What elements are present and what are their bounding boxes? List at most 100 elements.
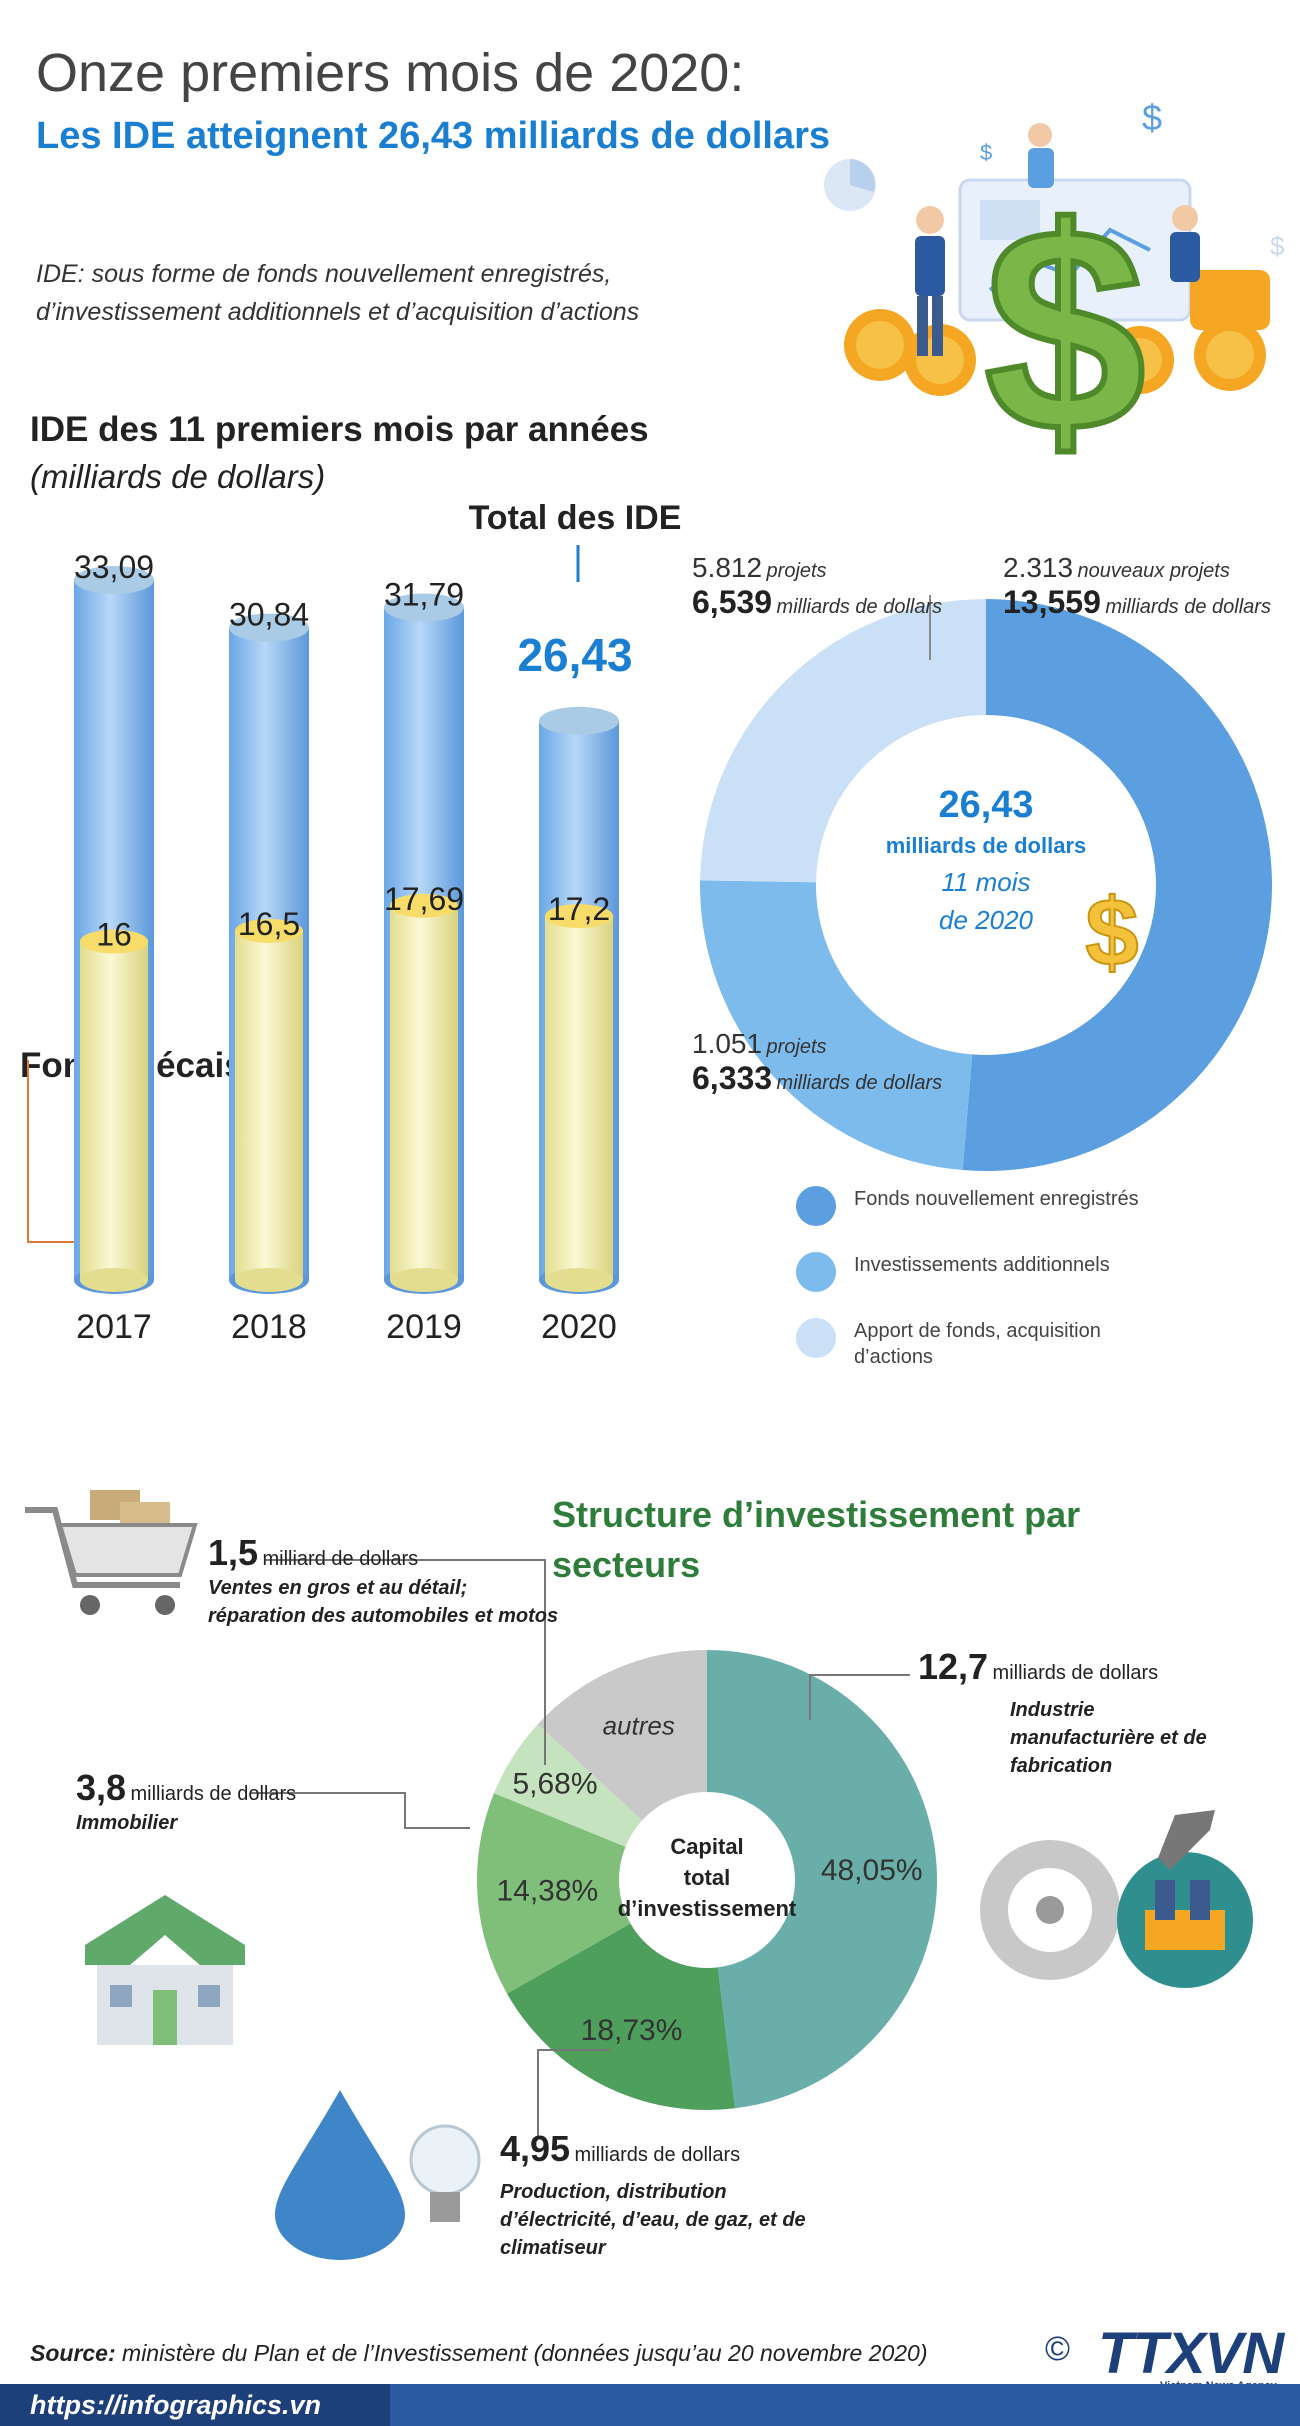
acquisition-amount: 6,539 xyxy=(692,584,773,620)
manufacturing-desc: Industrie manufacturière et de fabricati… xyxy=(1010,1699,1207,1777)
source-text: ministère du Plan et de l’Investissement… xyxy=(115,2340,928,2366)
donut-label-acquisition: 5.812 projets 6,539 milliards de dollars xyxy=(692,552,942,621)
total-bar-top xyxy=(74,566,154,594)
realestate-slice xyxy=(477,1793,631,1994)
manufacturing-unit: milliards de dollars xyxy=(992,1662,1159,1684)
additional-amount-unit: milliards de dollars xyxy=(776,1072,943,1094)
realestate-desc: Immobilier xyxy=(76,1812,178,1834)
new-funds-slice xyxy=(962,599,1273,1171)
investment-illustration: $ $ $ $ xyxy=(824,100,1285,495)
sector-center-label-2: total xyxy=(684,1865,730,1890)
svg-text:$: $ xyxy=(1142,100,1162,138)
sector-percent-label: 5,68% xyxy=(512,1768,597,1801)
donut-label-additional: 1.051 projets 6,333 milliards de dollars xyxy=(692,1028,942,1097)
sector-percent-label: 18,73% xyxy=(581,2014,683,2047)
disbursed-bar-top xyxy=(545,904,613,929)
sector-leader-lines xyxy=(250,1559,910,2138)
sector-annotation-manufacturing: 12,7 milliards de dollars Industrie manu… xyxy=(918,1646,1218,1780)
year-tick-label: 2018 xyxy=(231,1308,307,1346)
total-value-label: 31,79 xyxy=(384,577,464,613)
bar-chart-title: IDE des 11 premiers mois par années xyxy=(30,410,649,449)
acquisition-projects-unit: projets xyxy=(766,560,827,582)
total-bar-top xyxy=(229,613,309,642)
gear-factory-icon xyxy=(980,1810,1253,1988)
additional-investment-slice xyxy=(700,880,973,1171)
year-tick-label: 2019 xyxy=(386,1308,462,1346)
disbursed-bar xyxy=(235,930,303,1280)
donut-center-period-1: 11 mois xyxy=(941,867,1030,897)
disbursed-bar-base xyxy=(80,1268,148,1292)
sector-annotation-utilities: 4,95 milliards de dollars Production, di… xyxy=(500,2128,820,2262)
sector-center-label-3: d’investissement xyxy=(618,1896,797,1921)
utilities-slice xyxy=(507,1923,736,2110)
footer-bar xyxy=(0,2384,1300,2426)
sector-donut: 48,05% 18,73% 14,38% 5,68%autres Capital to… xyxy=(477,1650,937,2110)
donut-center-unit: milliards de dollars xyxy=(886,833,1087,858)
ttxvn-logo: TTXVN xyxy=(1098,2321,1284,2386)
disbursed-bar-top xyxy=(235,918,303,943)
disbursed-bar xyxy=(80,941,148,1280)
legend-swatch xyxy=(796,1252,836,1292)
sector-percent-label: 48,05% xyxy=(821,1854,923,1887)
disbursed-value-label: 16,5 xyxy=(238,906,300,942)
acquisition-projects-count: 5.812 xyxy=(692,552,763,583)
legend-item-acquisition: Apport de fonds, acquisition d’actions xyxy=(796,1318,1196,1370)
acquisition-slice xyxy=(700,599,986,883)
manufacturing-value: 12,7 xyxy=(918,1646,989,1687)
realestate-value: 3,8 xyxy=(76,1767,127,1808)
total-bar-top xyxy=(539,706,619,735)
utilities-desc: Production, distribution d’électricité, … xyxy=(500,2181,806,2259)
sector-chart-title: Structure d’investissement par secteurs xyxy=(552,1494,1081,1585)
dollar-sign-icon: $ xyxy=(984,168,1145,492)
definition-note: IDE: sous forme de fonds nouvellement en… xyxy=(36,260,640,326)
total-ide-value: 26,43 xyxy=(517,629,633,681)
utilities-unit: milliards de dollars xyxy=(574,2144,741,2166)
new-amount-unit: milliards de dollars xyxy=(1105,596,1271,618)
disbursed-value-label: 17,2 xyxy=(548,891,610,927)
legend-label: Fonds nouvellement enregistrés xyxy=(854,1188,1139,1210)
footer-url-link[interactable]: https://infographics.vn xyxy=(30,2390,322,2420)
other-slice xyxy=(537,1650,707,1821)
new-projects-unit: nouveaux projets xyxy=(1077,560,1230,582)
source-label: Source: xyxy=(30,2340,116,2366)
total-value-label: 30,84 xyxy=(229,597,309,633)
legend-label: Apport de fonds, acquisition d’actions xyxy=(854,1320,1101,1368)
legend-swatch xyxy=(796,1186,836,1226)
disbursed-bar-base xyxy=(235,1268,303,1292)
additional-amount: 6,333 xyxy=(692,1060,773,1096)
sector-percent-label: 14,38% xyxy=(496,1874,598,1907)
disbursed-bar-top xyxy=(80,929,148,954)
additional-projects-count: 1.051 xyxy=(692,1028,763,1059)
svg-text:$: $ xyxy=(1270,231,1285,261)
disbursed-value-label: 17,69 xyxy=(384,881,464,917)
copyright-symbol: © xyxy=(1045,2330,1071,2368)
donut-label-new: 2.313 nouveaux projets 13,559 milliards … xyxy=(1003,552,1271,621)
utilities-value: 4,95 xyxy=(500,2128,571,2169)
page-title: Onze premiers mois de 2020: xyxy=(36,43,745,103)
disbursed-bar-top xyxy=(390,893,458,918)
retail-value: 1,5 xyxy=(208,1532,259,1573)
coin-stack-icon xyxy=(844,270,1270,396)
page-subtitle: Les IDE atteignent 26,43 milliards de do… xyxy=(36,115,831,157)
legend-swatch xyxy=(796,1318,836,1358)
retail-unit: milliard de dollars xyxy=(262,1548,419,1570)
disbursed-bar-base xyxy=(545,1268,613,1292)
additional-projects-unit: projets xyxy=(766,1036,827,1058)
sector-percent-label: autres xyxy=(603,1710,675,1740)
disbursed-connector-line xyxy=(27,1060,86,1243)
sector-center-label-1: Capital xyxy=(670,1834,743,1859)
total-bar-top xyxy=(384,593,464,622)
water-bulb-icon xyxy=(275,2090,481,2260)
retail-slice xyxy=(494,1724,643,1847)
realestate-unit: milliards de dollars xyxy=(130,1783,297,1805)
disbursed-bar xyxy=(545,916,613,1280)
manufacturing-slice xyxy=(707,1650,937,2109)
sector-annotation-retail: 1,5 milliard de dollars Ventes en gros e… xyxy=(208,1532,568,1630)
disbursed-bar xyxy=(390,905,458,1280)
legend-label: Investissements additionnels xyxy=(854,1254,1110,1276)
source-line: Source: ministère du Plan et de l’Invest… xyxy=(30,2340,928,2367)
ide-composition-donut: 26,43 milliards de dollars 11 mois de 20… xyxy=(700,595,1273,1171)
svg-text:$: $ xyxy=(980,140,992,165)
house-icon xyxy=(85,1895,245,2045)
gold-dollar-icon: $ xyxy=(1085,879,1138,986)
